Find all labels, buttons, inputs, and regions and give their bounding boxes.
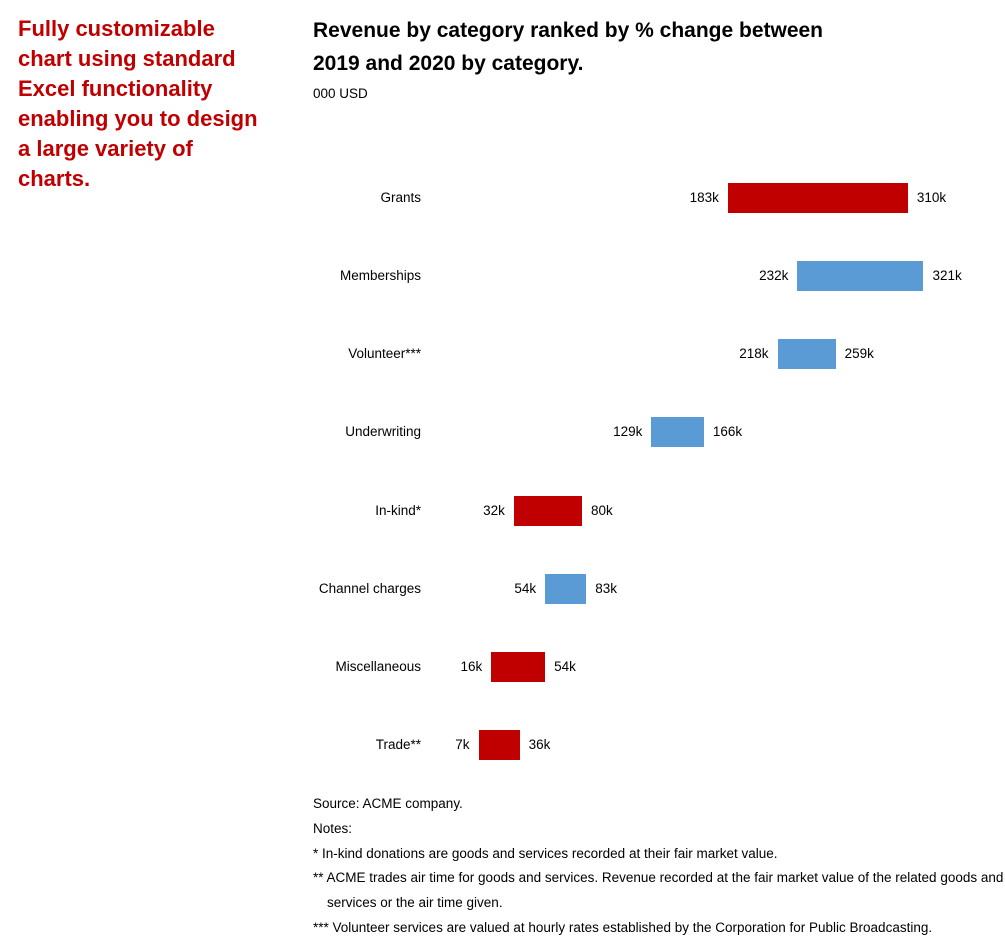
- range-bar: [727, 183, 908, 213]
- bar-start-value: 54k: [514, 580, 537, 596]
- bar-end-value: 259k: [844, 346, 874, 362]
- axis-unit-label: 000 USD: [313, 86, 368, 101]
- category-label: Volunteer***: [348, 346, 421, 362]
- category-label: Underwriting: [345, 424, 421, 440]
- bar-start-value: 32k: [483, 502, 505, 518]
- bar-end-value: 166k: [712, 424, 743, 440]
- range-bar: [491, 651, 546, 682]
- range-bar: [651, 417, 704, 448]
- bar-end-value: 54k: [554, 658, 576, 674]
- category-label: Channel charges: [318, 580, 421, 596]
- intro-line: Fully customizable: [18, 16, 215, 41]
- bar-start-value: 129k: [613, 424, 643, 440]
- category-label: Trade**: [375, 736, 421, 752]
- chart-notes: Source: ACME company. Notes: * In-kind don…: [313, 792, 1005, 941]
- bar-start-value: 183k: [689, 190, 719, 205]
- chart-title: Revenue by category ranked by % change b…: [313, 14, 1003, 80]
- intro-line: Excel functionality: [18, 76, 213, 101]
- note-line: * In-kind donations are goods and servic…: [313, 845, 778, 861]
- category-label: Miscellaneous: [335, 658, 421, 674]
- note-line: Source: ACME company.: [313, 796, 463, 811]
- category-label: Memberships: [339, 268, 421, 284]
- range-bar: [545, 573, 587, 604]
- intro-note: Fully customizable chart using standard Ex…: [18, 14, 313, 194]
- bar-end-value: 80k: [590, 502, 613, 518]
- category-label: Grants: [380, 190, 421, 205]
- range-bar: [478, 729, 520, 760]
- note-line: ** ACME trades air time for goods and se…: [313, 870, 1004, 911]
- bar-start-value: 7k: [455, 736, 470, 752]
- range-bar: [777, 339, 836, 370]
- bar-start-value: 16k: [460, 658, 483, 674]
- bar-end-value: 36k: [528, 736, 551, 752]
- bar-end-value: 83k: [595, 580, 617, 596]
- note-line: Notes:: [313, 820, 353, 836]
- intro-line: charts.: [18, 166, 91, 191]
- category-label: In-kind*: [375, 502, 421, 518]
- range-bar: [513, 495, 582, 526]
- range-bar: [797, 261, 924, 292]
- intro-line: a large variety of: [18, 136, 193, 161]
- chart-title-line: 2019 and 2020 by category.: [313, 52, 584, 75]
- bar-start-value: 218k: [739, 346, 769, 362]
- chart-title-line: Revenue by category ranked by % change b…: [313, 19, 824, 42]
- chart-header: Revenue by category ranked by % change b…: [313, 14, 1003, 101]
- bar-end-value: 310k: [916, 190, 947, 205]
- intro-line: enabling you to design: [18, 106, 258, 131]
- intro-line: chart using standard: [18, 46, 236, 71]
- bar-end-value: 321k: [932, 268, 962, 284]
- bar-start-value: 232k: [759, 268, 789, 284]
- note-line: *** Volunteer services are valued at hou…: [313, 919, 933, 935]
